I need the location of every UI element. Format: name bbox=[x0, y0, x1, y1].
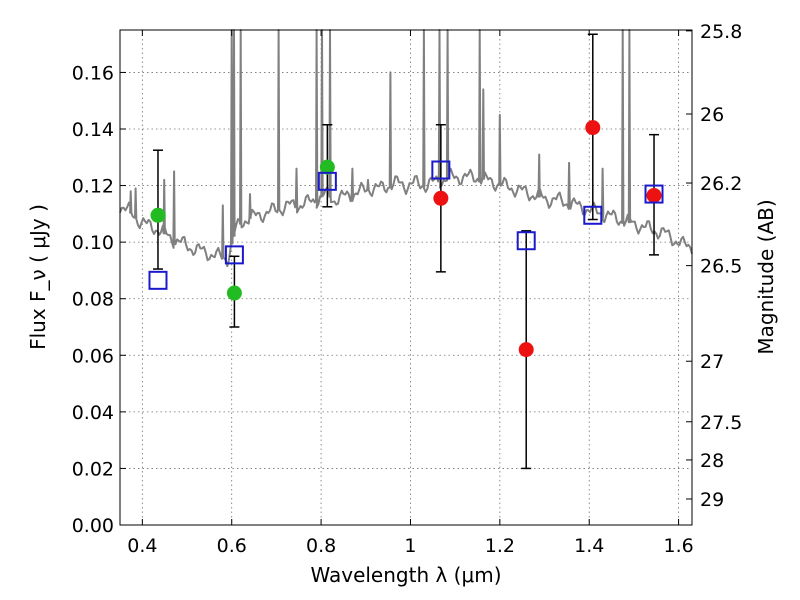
right-tick-label: 26.5 bbox=[700, 256, 742, 278]
x-tick-label: 1.2 bbox=[485, 535, 515, 557]
model-flux-square bbox=[583, 205, 603, 225]
right-tick-label: 25.8 bbox=[700, 21, 742, 43]
y-tick-label: 0.14 bbox=[72, 119, 114, 141]
spectrum-line bbox=[119, 29, 693, 268]
y-tick-label: 0.08 bbox=[72, 289, 114, 311]
right-axis-title: Magnitude (AB) bbox=[754, 199, 778, 354]
spectrum-layer bbox=[119, 29, 693, 268]
x-tick-label: 0.8 bbox=[306, 535, 336, 557]
y-tick-label: 0.02 bbox=[72, 458, 114, 480]
errorbar-layer bbox=[152, 33, 660, 470]
model-flux-square bbox=[224, 245, 244, 265]
right-tick-label: 26.2 bbox=[700, 173, 742, 195]
x-tick-label: 1.6 bbox=[663, 535, 693, 557]
x-tick-label: 0.4 bbox=[127, 535, 157, 557]
x-tick-label: 1.4 bbox=[574, 535, 604, 557]
observed-flux-point bbox=[518, 342, 534, 358]
model-flux-square bbox=[148, 270, 168, 290]
observed-flux-point bbox=[319, 159, 335, 175]
observed-flux-point bbox=[150, 207, 166, 223]
observed-flux-point bbox=[585, 120, 601, 136]
y-tick-label: 0.06 bbox=[72, 345, 114, 367]
y-axis-title: Flux F_ν ( μJy ) bbox=[26, 204, 50, 350]
model-flux-square bbox=[431, 160, 451, 180]
right-tick-label: 27.5 bbox=[700, 412, 742, 434]
observed-flux-point bbox=[433, 190, 449, 206]
right-tick-label: 27 bbox=[700, 351, 724, 373]
right-tick-label: 26 bbox=[700, 104, 724, 126]
grid-layer bbox=[120, 30, 692, 525]
right-tick-label: 28 bbox=[700, 450, 724, 472]
right-tick-label: 29 bbox=[700, 489, 724, 511]
y-tick-label: 0.16 bbox=[72, 62, 114, 84]
model-flux-square bbox=[317, 171, 337, 191]
marker-layer bbox=[148, 120, 664, 358]
model-flux-square bbox=[516, 231, 536, 251]
observed-flux-point bbox=[646, 187, 662, 203]
y-tick-label: 0.04 bbox=[72, 402, 114, 424]
y-tick-label: 0.00 bbox=[72, 515, 114, 537]
observed-flux-point bbox=[226, 285, 242, 301]
x-tick-label: 0.6 bbox=[217, 535, 247, 557]
x-axis-title: Wavelength λ (μm) bbox=[310, 563, 501, 587]
tick-layer: 0.4 0.6 0.8 1 1.2 1.4 1.6 0.00 0.02 0.04 0.06 0.08 0… bbox=[72, 21, 743, 557]
y-tick-label: 0.10 bbox=[72, 232, 114, 254]
y-tick-label: 0.12 bbox=[72, 176, 114, 198]
plot-frame bbox=[119, 29, 693, 526]
x-tick-label: 1 bbox=[404, 535, 416, 557]
model-flux-square bbox=[644, 184, 664, 204]
